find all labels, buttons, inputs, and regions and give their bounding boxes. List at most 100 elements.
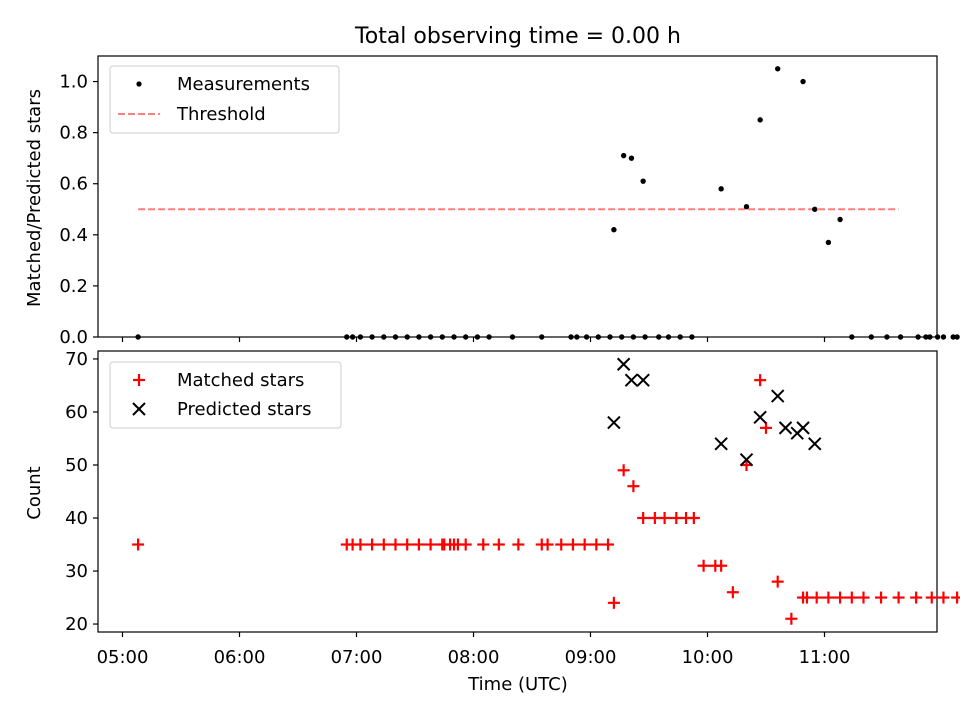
top-ytick-label: 0.4: [59, 225, 88, 246]
matched-star-point: [726, 586, 739, 599]
measurement-point: [640, 178, 646, 184]
matched-star-point: [617, 464, 630, 477]
top-legend-box: [109, 65, 340, 134]
matched-star-point: [512, 538, 525, 551]
measurement-point: [509, 334, 516, 340]
bottom-plot-area: [132, 357, 960, 625]
measurement-point: [595, 334, 601, 340]
measurement-point: [656, 334, 662, 340]
measurement-point: [392, 334, 399, 340]
matched-star-point: [401, 538, 414, 551]
bottom-ytick-label: 50: [65, 455, 88, 476]
top-axes-frame: [97, 55, 938, 338]
top-ytick-label: 0.2: [59, 276, 88, 297]
matched-star-point: [578, 538, 591, 551]
measurement-point: [812, 206, 818, 212]
measurement-point: [463, 334, 469, 340]
bottom-legend: Matched stars Predicted stars: [109, 361, 342, 429]
predicted-star-point: [607, 415, 621, 430]
matched-star-point: [937, 591, 950, 604]
measurement-point: [665, 334, 672, 340]
matched-star-point: [602, 538, 615, 551]
measurement-point: [349, 334, 356, 340]
bottom-y-axis-label: Count: [24, 466, 45, 519]
measurement-point: [757, 117, 763, 123]
matched-star-point: [834, 591, 847, 604]
predicted-star-point: [636, 373, 650, 387]
matched-star-point: [658, 512, 671, 525]
measurement-point: [940, 334, 947, 340]
xtick-label: 10:00: [682, 647, 734, 668]
x-axis-label: Time (UTC): [467, 674, 568, 695]
matched-star-point: [477, 538, 490, 551]
measurement-point: [381, 334, 387, 340]
legend-matched-stars-label: Matched stars: [177, 370, 304, 391]
measurement-point: [743, 204, 750, 210]
bottom-ytick-label: 20: [65, 614, 88, 635]
measurement-point: [568, 334, 574, 340]
matched-star-point: [910, 591, 923, 604]
bottom-x-ticks: 05:00 06:00 07:00 08:00 09:00 10:00 11:00: [97, 632, 851, 668]
measurement-point: [474, 334, 481, 340]
measurement-point: [628, 155, 635, 161]
measurement-point: [800, 78, 806, 85]
measurement-point: [837, 216, 843, 223]
xtick-label: 09:00: [565, 647, 617, 668]
matched-star-point: [555, 538, 568, 551]
measurement-point: [677, 334, 683, 340]
measurement-point: [369, 334, 375, 340]
matched-star-point: [377, 538, 390, 551]
measurement-point: [954, 334, 960, 340]
matched-star-point: [492, 538, 505, 551]
matched-star-point: [951, 591, 960, 604]
xtick-label: 08:00: [448, 647, 500, 668]
measurement-point: [583, 334, 590, 340]
bottom-ytick-label: 70: [65, 349, 88, 370]
predicted-star-point: [770, 389, 785, 403]
measurement-point: [344, 334, 350, 340]
legend-threshold-label: Threshold: [176, 104, 266, 125]
measurement-point: [619, 334, 625, 340]
matched-stars-legend-marker: [133, 374, 145, 386]
matched-star-point: [687, 512, 700, 525]
top-x-ticks: [121, 337, 826, 342]
predicted-star-point: [616, 357, 631, 371]
xtick-label: 05:00: [97, 647, 149, 668]
measurement-point: [825, 239, 832, 246]
measurement-point: [915, 334, 921, 340]
legend-measurements-label: Measurements: [177, 74, 310, 95]
measurement-point: [574, 334, 580, 340]
measurement-point: [416, 334, 422, 340]
measurement-point: [849, 334, 855, 340]
measurement-point: [620, 152, 627, 159]
matched-star-point: [389, 538, 402, 551]
measurement-point: [404, 334, 410, 340]
bottom-y-ticks: 20 30 40 50 60 70: [65, 349, 98, 635]
measurement-point: [934, 334, 941, 340]
top-ytick-label: 0.6: [59, 174, 88, 195]
matched-star-point: [637, 512, 650, 525]
measurement-point: [439, 334, 445, 340]
matched-star-point: [771, 575, 784, 588]
matched-star-point: [925, 591, 938, 604]
top-y-axis-label: Matched/Predicted stars: [24, 89, 45, 307]
matched-star-point: [754, 374, 767, 387]
measurement-point: [642, 334, 648, 340]
measurement-point: [884, 334, 890, 340]
legend-predicted-stars-label: Predicted stars: [177, 399, 311, 420]
measurement-point: [451, 334, 457, 340]
predicted-star-point: [624, 373, 639, 387]
matched-star-point: [412, 538, 425, 551]
matched-star-point: [424, 538, 437, 551]
measurements-legend-marker: [136, 81, 142, 87]
top-legend: Measurements Threshold: [109, 65, 340, 134]
xtick-label: 11:00: [799, 647, 851, 668]
matched-star-point: [451, 538, 464, 551]
predicted-stars-legend-marker: [132, 402, 146, 416]
bottom-ytick-label: 60: [65, 402, 88, 423]
matched-star-point: [760, 421, 772, 434]
matched-star-point: [857, 591, 870, 604]
measurement-point: [775, 66, 781, 72]
measurement-point: [868, 334, 874, 340]
